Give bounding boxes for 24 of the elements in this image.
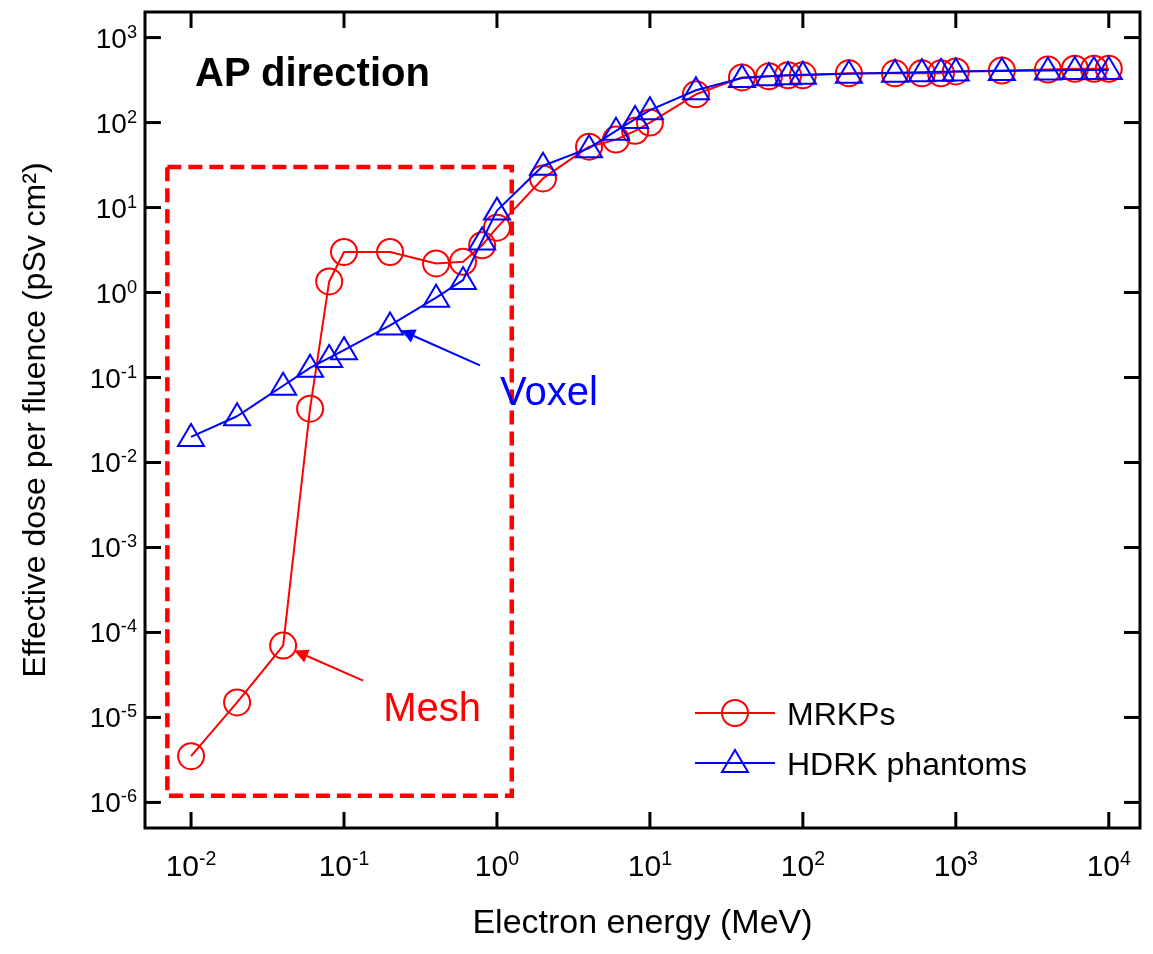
y-tick-label: 10$^{2}$ — [95, 106, 137, 139]
legend-label: MRKPs — [787, 696, 896, 732]
y-tick-label: 10$^{-1}$ — [89, 361, 137, 394]
x-axis-title: Electron energy (MeV) — [472, 902, 813, 940]
y-tick-label: 10$^{-4}$ — [89, 616, 137, 649]
annotation: Voxel — [500, 369, 598, 414]
x-tick-label: 10$^{0}$ — [474, 847, 520, 882]
x-tick-label: 10$^{-2}$ — [165, 847, 217, 882]
x-tick-label: 10$^{4}$ — [1086, 847, 1132, 882]
y-tick-label: 10$^{-2}$ — [89, 446, 137, 479]
y-tick-label: 10$^{0}$ — [95, 276, 137, 309]
text: AP direction — [195, 50, 430, 94]
annotation: Mesh — [383, 684, 481, 729]
x-tick-label: 10$^{-1}$ — [318, 847, 370, 882]
x-tick-label: 10$^{3}$ — [933, 847, 978, 882]
y-tick-label: 10$^{1}$ — [95, 191, 137, 224]
y-tick-label: 10$^{-6}$ — [89, 786, 137, 819]
x-tick-label: 10$^{1}$ — [627, 847, 673, 882]
x-tick-label: 10$^{2}$ — [780, 847, 825, 882]
y-axis-title: Effective dose per fluence (pSv cm²) — [16, 162, 52, 678]
legend-label: HDRK phantoms — [787, 746, 1028, 782]
y-tick-label: 10$^{3}$ — [95, 21, 137, 54]
y-tick-label: 10$^{-5}$ — [89, 701, 137, 734]
y-tick-label: 10$^{-3}$ — [89, 531, 137, 564]
